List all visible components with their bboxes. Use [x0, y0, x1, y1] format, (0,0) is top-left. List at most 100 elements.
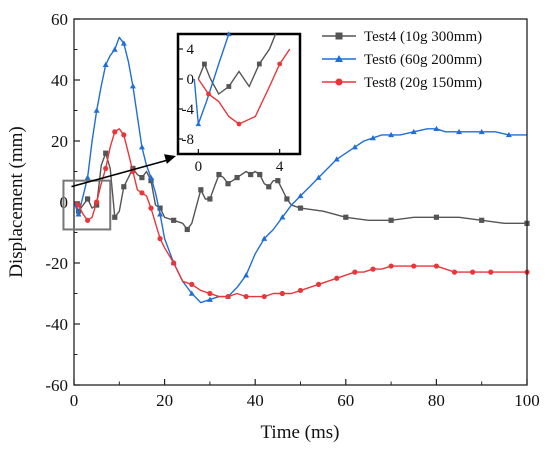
data-point [243, 293, 249, 300]
data-point [138, 144, 145, 150]
inset-y-tick-label: -8 [182, 132, 195, 148]
data-point [121, 184, 127, 190]
data-point [84, 196, 91, 202]
data-point [157, 205, 163, 211]
inset-series-group [197, 33, 277, 96]
data-point [284, 196, 290, 202]
series-group [73, 128, 530, 300]
data-point [111, 46, 118, 52]
series-group [73, 150, 530, 233]
inset-data-point [277, 61, 283, 67]
data-point [411, 263, 417, 269]
data-point [171, 260, 177, 266]
data-point [188, 290, 195, 296]
inset-series-group [197, 48, 291, 127]
data-point [148, 174, 154, 180]
data-point [243, 272, 250, 278]
data-point [433, 125, 440, 132]
data-point [316, 281, 322, 287]
data-point [261, 235, 268, 241]
y-tick-label: 60 [51, 10, 68, 29]
data-point [103, 165, 109, 172]
data-point [139, 190, 145, 196]
data-point [388, 131, 395, 138]
inset-data-point [226, 84, 232, 89]
data-point [206, 296, 213, 302]
data-point [103, 150, 109, 156]
data-point [505, 131, 512, 138]
data-point [225, 293, 231, 300]
data-point [334, 275, 340, 281]
data-point [352, 269, 358, 275]
data-point [184, 226, 190, 233]
data-point [257, 171, 263, 178]
data-point [207, 196, 213, 202]
data-point [94, 199, 100, 205]
data-point [148, 178, 154, 184]
plot-frame [73, 18, 528, 386]
data-point [139, 175, 145, 181]
x-tick-label: 20 [156, 391, 173, 410]
data-point [120, 40, 127, 46]
data-point [234, 175, 240, 181]
data-point [470, 269, 476, 275]
data-point [478, 128, 485, 135]
x-tick-label: 0 [70, 391, 79, 410]
data-point [261, 293, 267, 300]
x-tick-label: 40 [247, 391, 264, 410]
data-point [297, 287, 304, 294]
data-point [225, 181, 231, 187]
x-tick-label: 80 [428, 391, 445, 410]
series-line [73, 128, 527, 298]
series-layer [73, 36, 530, 304]
y-tick-label: -20 [45, 254, 68, 273]
inset-series-group [193, 31, 232, 127]
data-point [451, 269, 458, 275]
inset-x-tick-label: 4 [276, 159, 284, 175]
data-point [75, 208, 82, 214]
inset-y-tick-label: 4 [187, 42, 195, 58]
series-group [73, 36, 527, 304]
inset-series-line [197, 33, 277, 96]
y-tick-label: -40 [45, 315, 68, 334]
data-point [129, 83, 136, 89]
zoom-arrow [71, 159, 169, 188]
data-point [248, 171, 254, 178]
data-point [369, 134, 376, 141]
data-point [75, 211, 82, 217]
data-point [279, 214, 286, 220]
inset-frame [176, 32, 302, 156]
inset-data-point [195, 121, 202, 127]
legend-marker [335, 78, 343, 86]
data-point [266, 184, 272, 190]
data-point [479, 217, 485, 223]
data-point [315, 174, 322, 180]
data-point [75, 202, 82, 208]
data-point [488, 269, 494, 275]
x-axis-title: Time (ms) [260, 422, 339, 443]
inset-chart: 0 4 4 0 -4 -8 [176, 31, 302, 175]
y-tick-label: 40 [51, 71, 68, 90]
data-point [333, 156, 340, 162]
inset-x-tick-label: 0 [195, 159, 203, 175]
series-line [73, 36, 527, 304]
inset-data-point [202, 61, 207, 67]
data-point [157, 236, 163, 242]
data-point [148, 205, 154, 211]
data-point [94, 202, 100, 208]
inset-y-tick-label: 0 [187, 72, 195, 88]
data-point [112, 214, 118, 220]
data-point [93, 107, 100, 113]
data-point [157, 211, 164, 217]
data-point [102, 61, 109, 67]
zoom-box [62, 179, 112, 231]
data-point [198, 187, 204, 193]
data-point [171, 217, 177, 223]
data-point [275, 178, 281, 184]
inset-y-tick-label: -4 [182, 102, 195, 118]
data-point [456, 128, 463, 135]
legend-marker [335, 32, 343, 40]
y-tick-label: 20 [51, 132, 68, 151]
inset-data-point [236, 121, 242, 127]
inset-data-point [226, 31, 232, 37]
